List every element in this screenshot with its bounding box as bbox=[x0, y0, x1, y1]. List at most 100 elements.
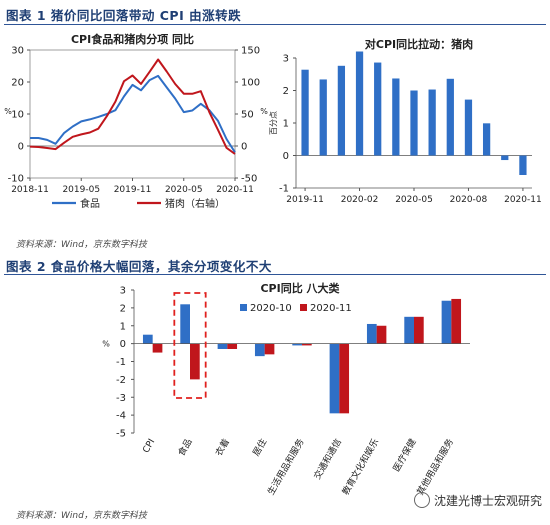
chart-c-bar-2020-10 bbox=[254, 343, 265, 357]
chart-c-highlight-box bbox=[173, 292, 207, 399]
chart-b-x-tick-label: 2020-11 bbox=[504, 195, 542, 205]
chart-c-x-tick-label: 食品 bbox=[175, 437, 194, 459]
chart-b-x-tick-label: 2019-11 bbox=[286, 195, 324, 205]
figure2-title: 图表 2 食品价格大幅回落，其余分项变化不大 bbox=[6, 259, 272, 274]
chart-c-y-tick-label: -4 bbox=[116, 411, 126, 422]
figure2-source: 资料来源：Wind，京东数字科技 bbox=[16, 511, 147, 521]
chart-a-x-tick-label: 2020-11 bbox=[216, 185, 254, 195]
watermark: 沈建光博士宏观研究 bbox=[413, 492, 542, 509]
chart-a-right-tick-label: 150 bbox=[241, 46, 260, 57]
figure1-title: 图表 1 猪价同比回落带动 CPI 由涨转跌 bbox=[6, 8, 242, 23]
chart-c-bar-2020-11 bbox=[190, 343, 200, 380]
chart-a-legend-label: 食品 bbox=[80, 197, 100, 210]
chart-b-bar bbox=[319, 79, 327, 156]
chart-b-y-tick-label: 2 bbox=[283, 86, 289, 97]
chart-c-y-tick-label: -2 bbox=[116, 375, 126, 386]
chart-c-bar-2020-11 bbox=[302, 343, 312, 346]
chart-c-bar-2020-10 bbox=[441, 300, 452, 344]
chart-c-bar-2020-10 bbox=[329, 343, 340, 414]
chart-a-series-food-line bbox=[30, 74, 236, 153]
chart-a-left-tick-label: 20 bbox=[11, 78, 24, 89]
chart-a-left-axis-unit: % bbox=[4, 107, 12, 116]
chart-c-x-tick-label: 交通和通信 bbox=[311, 437, 344, 482]
chart-a-right-tick-label: 50 bbox=[241, 110, 254, 121]
chart-b-y-tick-label: 1 bbox=[283, 119, 289, 130]
chart-b-y-tick-label: 0 bbox=[283, 151, 289, 162]
chart-b-bar bbox=[428, 89, 436, 156]
chart-c-y-tick-label: 3 bbox=[120, 286, 126, 297]
chart-b-title: 对CPI同比拉动：猪肉 bbox=[365, 37, 473, 51]
chart-b-y-tick-label: -1 bbox=[279, 184, 289, 195]
chart-b-x-tick-label: 2020-05 bbox=[395, 195, 433, 205]
chart-a-series-pork-line bbox=[29, 58, 236, 155]
chart-c-bar-2020-10 bbox=[180, 304, 190, 344]
wechat-icon bbox=[413, 492, 430, 508]
chart-b-bar bbox=[374, 62, 382, 156]
chart-c-bar-2020-10 bbox=[366, 323, 377, 344]
figure1-source: 资料来源：Wind，京东数字科技 bbox=[16, 240, 147, 250]
watermark-text: 沈建光博士宏观研究 bbox=[433, 494, 542, 508]
figure2-rule bbox=[4, 274, 546, 275]
chart-a-left-tick-label: -10 bbox=[8, 174, 24, 185]
chart-b-bar bbox=[355, 51, 364, 156]
chart-c-x-tick-label: 生活用品和服务 bbox=[265, 437, 307, 498]
chart-c-x-tick-label: 教育文化和娱乐 bbox=[339, 437, 381, 498]
chart-b-x-tick-label: 2020-02 bbox=[341, 195, 379, 205]
chart-b-bar bbox=[337, 65, 346, 156]
chart-c-legend-swatch bbox=[300, 304, 307, 311]
chart-c-x-tick-label: 衣着 bbox=[213, 437, 232, 459]
chart-b-bar bbox=[519, 155, 527, 175]
chart-a-right-tick-label: 0 bbox=[241, 142, 247, 153]
chart-b-bar bbox=[482, 123, 491, 156]
chart-c-legend-swatch bbox=[240, 304, 247, 311]
chart-c-bar-2020-11 bbox=[264, 343, 275, 355]
chart-a-right-tick-label: -50 bbox=[241, 174, 257, 185]
chart-a-x-tick-label: 2019-11 bbox=[114, 185, 152, 195]
chart-c-bar-2020-10 bbox=[292, 343, 302, 346]
pork-contribution-bar-chart: 对CPI同比拉动：猪肉 -1 0 1 2 3 百分点 2019-11 2020-02 2020-0… bbox=[269, 37, 542, 205]
chart-c-bar-2020-10 bbox=[217, 343, 228, 349]
chart-c-bar-2020-11 bbox=[414, 316, 424, 344]
chart-b-y-axis-label: 百分点 bbox=[269, 111, 278, 135]
chart-c-y-axis-unit: % bbox=[102, 340, 110, 349]
chart-c-bar-2020-10 bbox=[404, 316, 414, 344]
chart-c-x-tick-label: 其他用品和服务 bbox=[414, 437, 456, 498]
chart-c-y-tick-label: 1 bbox=[120, 321, 126, 332]
food-pork-line-chart: CPI食品和猪肉分项 同比 -10 0 10 20 30 -50 0 50 100 150% % 201… bbox=[4, 32, 268, 210]
chart-c-legend-label: 2020-10 bbox=[250, 303, 292, 314]
chart-a-left-tick-label: 30 bbox=[11, 46, 24, 57]
chart-b-x-tick-label: 2020-08 bbox=[450, 195, 488, 205]
chart-b-bar bbox=[464, 99, 473, 156]
chart-b-bar bbox=[392, 78, 400, 156]
chart-c-bar-2020-11 bbox=[376, 325, 387, 344]
chart-b-bar bbox=[410, 90, 418, 156]
chart-b-bar bbox=[501, 155, 509, 161]
chart-a-x-tick-label: 2018-11 bbox=[11, 185, 49, 195]
chart-a-right-tick-label: 100 bbox=[241, 78, 260, 89]
chart-c-bar-2020-11 bbox=[227, 343, 238, 349]
chart-a-title: CPI食品和猪肉分项 同比 bbox=[71, 32, 194, 46]
chart-c-title: CPI同比 八大类 bbox=[260, 281, 340, 295]
chart-c-y-tick-label: -1 bbox=[116, 357, 126, 368]
chart-c-bar-2020-11 bbox=[152, 343, 163, 353]
chart-c-y-tick-label: -5 bbox=[116, 429, 126, 440]
chart-c-x-tick-label: 医疗保健 bbox=[390, 437, 418, 474]
figure1-rule bbox=[4, 24, 546, 25]
chart-c-x-tick-label: CPI bbox=[141, 438, 157, 455]
chart-c-y-tick-label: -3 bbox=[116, 393, 126, 404]
chart-c-x-tick-label: 居住 bbox=[250, 437, 269, 459]
chart-c-legend-label: 2020-11 bbox=[310, 303, 352, 314]
chart-a-plot-frame bbox=[29, 49, 236, 179]
chart-b-y-tick-label: 3 bbox=[283, 54, 289, 65]
chart-c-y-tick-label: 2 bbox=[120, 303, 126, 314]
chart-a-legend-label: 猪肉（右轴） bbox=[165, 197, 225, 210]
chart-b-bar bbox=[301, 69, 309, 156]
chart-a-x-tick-label: 2019-05 bbox=[62, 185, 100, 195]
cpi-eight-categories-chart: CPI同比 八大类 -5 -4 -3 -2 -1 0 1 2 3% CPI 食品 衣着 居住生活用品和服务… bbox=[102, 281, 470, 498]
chart-a-x-tick-label: 2020-05 bbox=[165, 185, 203, 195]
chart-a-left-tick-label: 0 bbox=[18, 142, 24, 153]
chart-c-bar-2020-11 bbox=[451, 298, 462, 344]
chart-a-right-axis-unit: % bbox=[260, 107, 268, 116]
chart-b-bar bbox=[446, 78, 454, 156]
chart-c-bar-2020-11 bbox=[339, 343, 350, 414]
